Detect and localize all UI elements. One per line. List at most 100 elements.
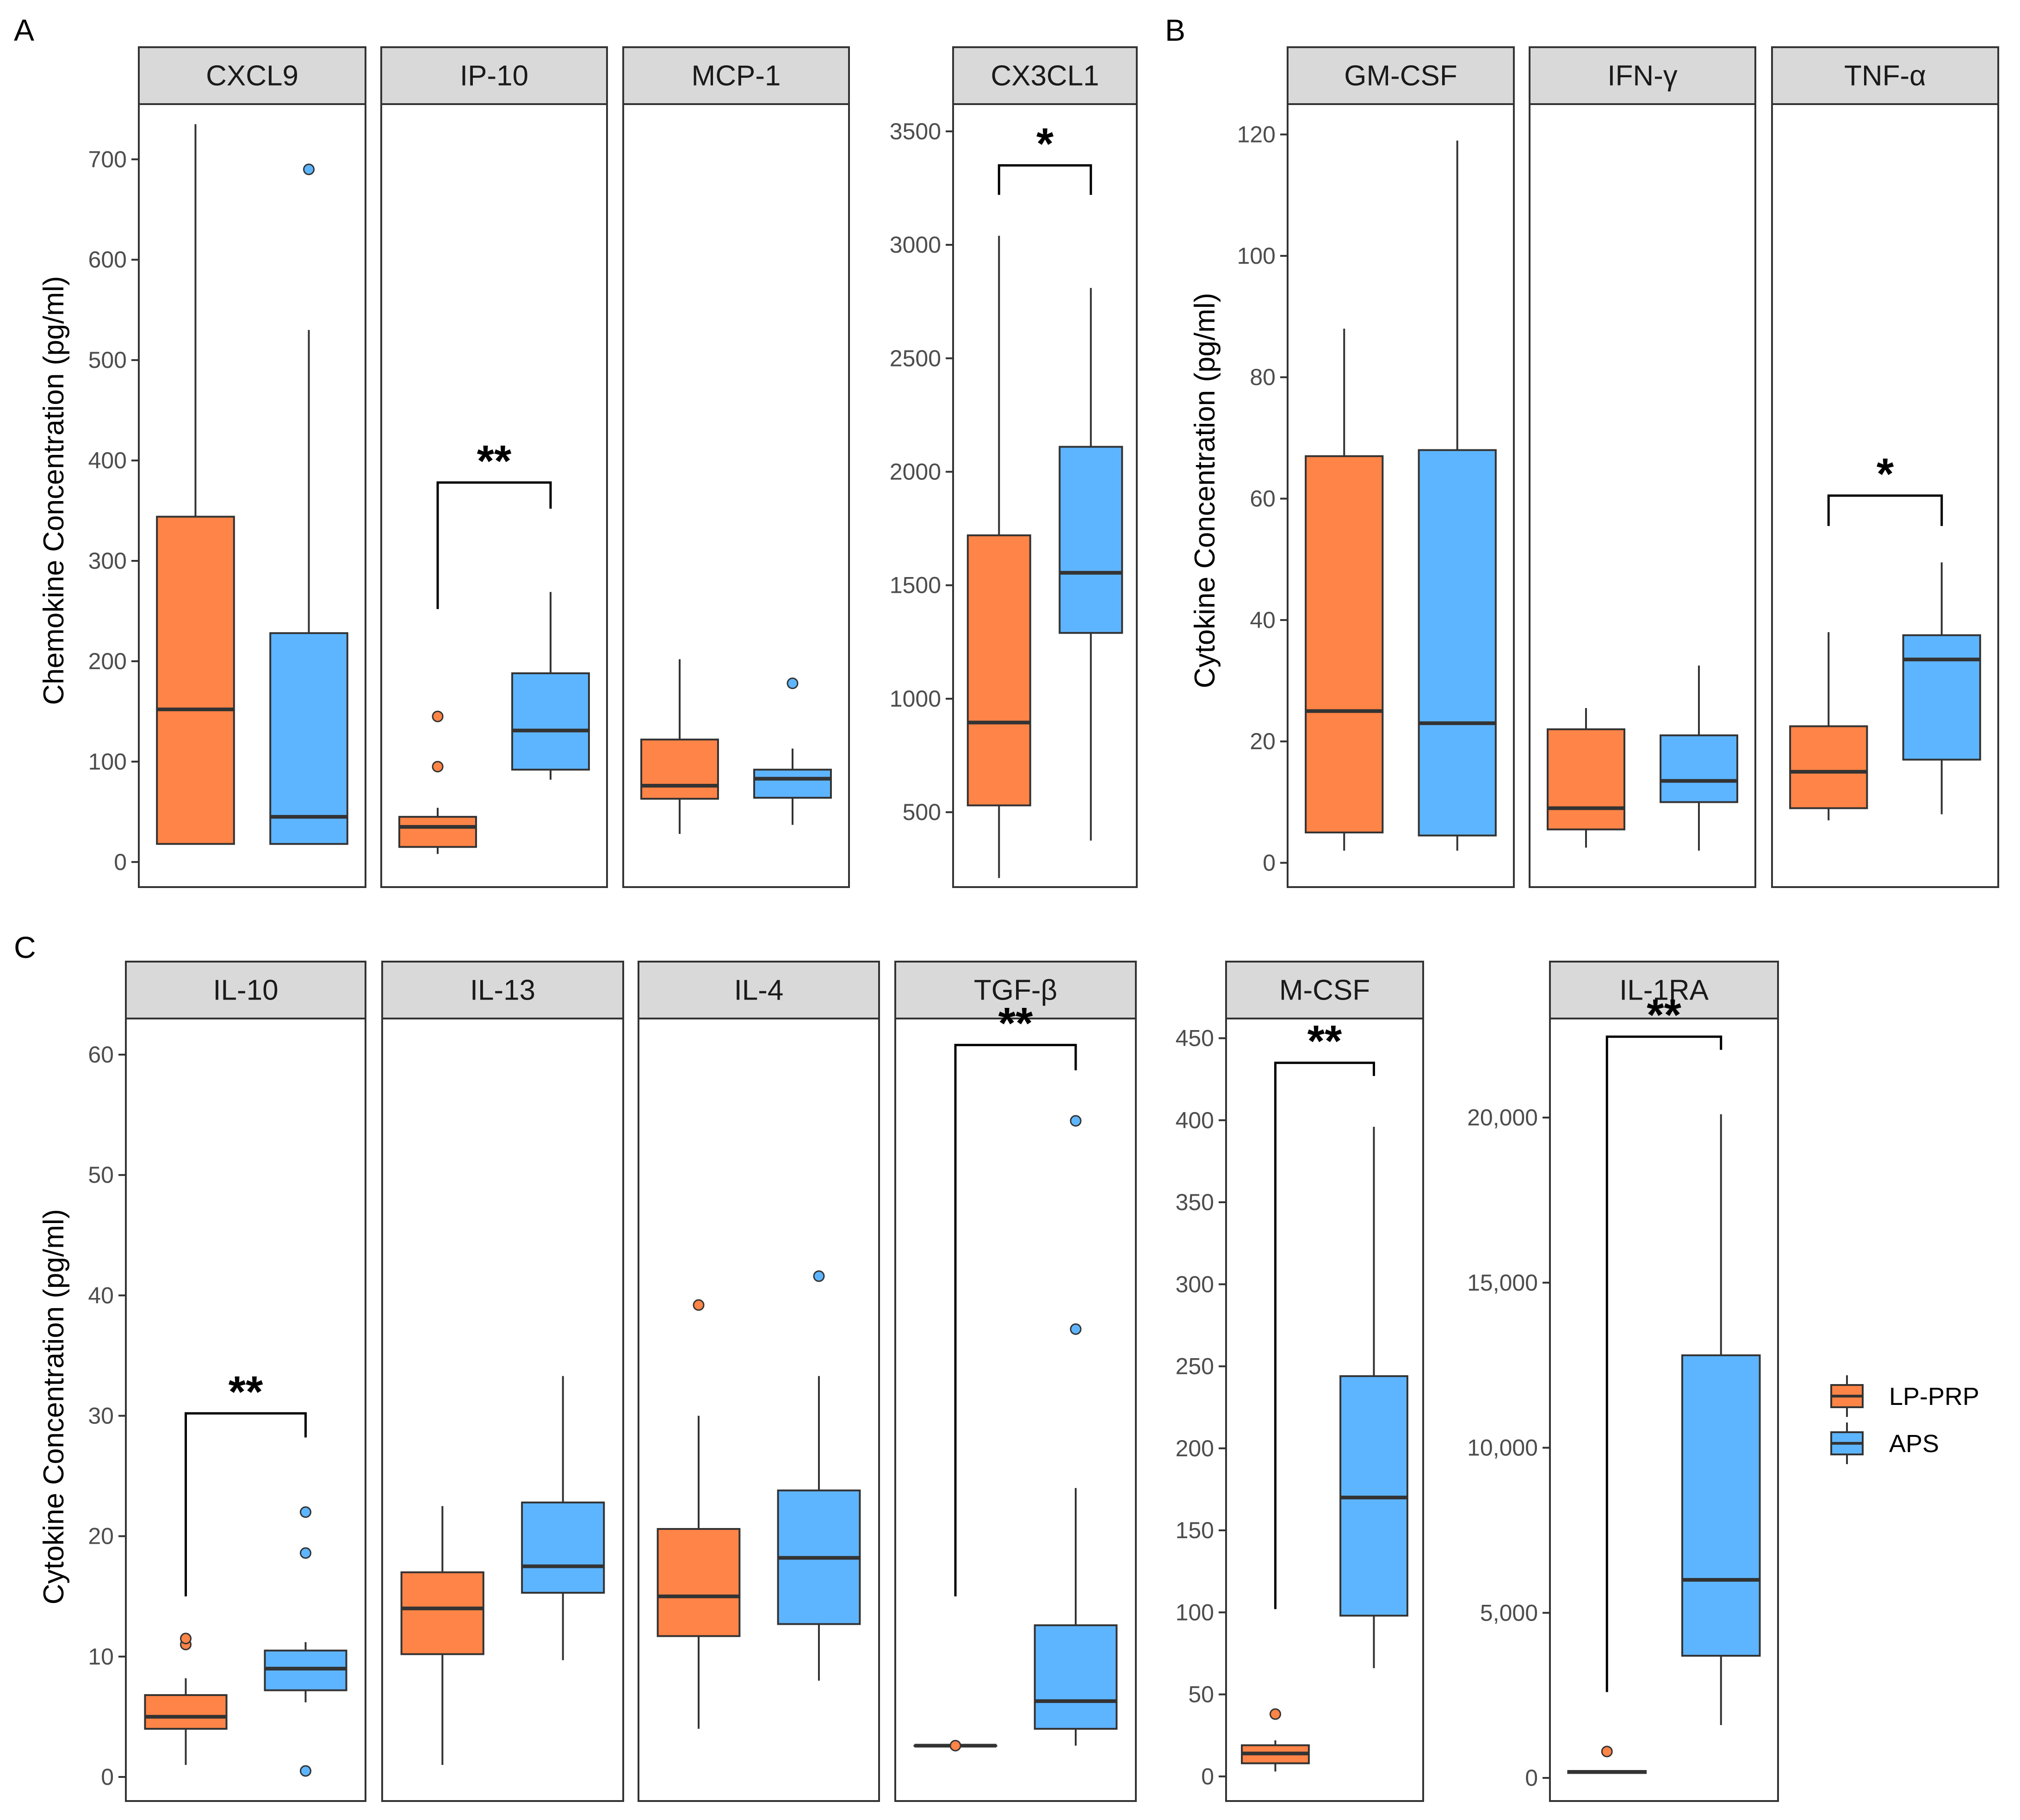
strip-tgf [894,961,1137,1019]
y-tick-label-cxcl9: 200 [88,648,127,674]
y-tick-label-m-csf: 350 [1176,1189,1214,1215]
significance-label-cx3cl1: * [1036,119,1054,168]
box-lp-prp [967,534,1031,807]
significance-bracket-cx3cl1 [998,164,1092,195]
box-lp-prp [398,816,477,848]
facet-il-10: IL-10 0 10 20 30 40 50 60 ** [88,961,366,1802]
outlier-point-lp-prp [432,761,444,773]
outlier-point-lp-prp [949,1739,961,1752]
panel-frame-mcp-1 [622,103,850,888]
strip-label-il-10: IL-10 [213,975,278,1006]
strip-cx3cl1 [952,46,1138,105]
y-tick-label-il-1ra: 10,000 [1467,1435,1538,1461]
strip-label-cx3cl1: CX3CL1 [991,60,1099,92]
y-tick-label-cxcl9: 700 [88,146,127,172]
y-tick-label-cxcl9: 400 [88,447,127,473]
y-tick-label-m-csf: 100 [1176,1599,1214,1625]
outlier-point-aps [300,1506,311,1518]
facet-mcp-1: MCP-1 [622,46,850,888]
box-aps [1660,734,1738,803]
y-tick-label-m-csf: 0 [1201,1764,1214,1789]
significance-label-il-1ra: ** [1647,990,1681,1040]
box-lp-prp [1305,455,1384,833]
y-tick-label-il-10: 0 [101,1764,114,1790]
panel-frame-ip-10 [380,103,608,888]
panel-frame-il-4 [638,1018,880,1802]
y-tick-label-m-csf: 200 [1176,1435,1214,1461]
strip-tnf [1771,46,1999,105]
box-lp-prp [144,1694,228,1730]
facet-gm-csf: GM-CSF 0 20 40 60 80 100 120 [1237,46,1515,888]
outlier-point-aps [1070,1323,1082,1335]
box-aps [1902,634,1981,761]
y-tick-label-cx3cl1: 1500 [890,572,941,598]
box-aps [511,672,590,771]
significance-bracket-il-1ra [1605,1035,1723,1692]
strip-label-cxcl9: CXCL9 [206,60,298,92]
strip-label-ip-10: IP-10 [460,60,528,92]
outlier-point-lp-prp [432,710,444,722]
facet-ifn: IFN-γ [1529,46,1756,888]
y-tick-label-il-10: 40 [88,1282,114,1308]
facet-il-4: IL-4 [638,961,880,1802]
box-lp-prp [1789,725,1868,809]
y-tick-label-gm-csf: 60 [1250,486,1276,512]
strip-m-csf [1225,961,1424,1019]
y-tick-label-cx3cl1: 3500 [890,118,941,144]
y-tick-label-il-1ra: 0 [1525,1765,1538,1791]
facet-cxcl9: CXCL9 0 100 200 300 400 500 600 700 [88,46,366,888]
outlier-point-aps [300,1765,311,1777]
panel-letter-a: A [14,13,34,47]
box-aps [1034,1624,1118,1730]
y-axis-title-chemokine: Chemokine Concentration (pg/ml) [38,276,70,705]
legend-label-lp-prp: LP-PRP [1889,1383,1979,1410]
facet-tnf: TNF-α * [1771,46,1999,888]
y-tick-label-il-10: 30 [88,1403,114,1429]
strip-gm-csf [1287,46,1515,105]
box-lp-prp [640,739,719,800]
box-aps [753,769,832,799]
y-tick-label-m-csf: 450 [1176,1025,1214,1051]
panel-frame-il-13 [381,1018,624,1802]
y-tick-label-gm-csf: 120 [1237,122,1276,148]
box-aps [269,632,348,845]
strip-il-4 [638,961,880,1019]
y-tick-label-cx3cl1: 1000 [890,686,941,712]
outlier-point-lp-prp [180,1633,192,1645]
y-tick-label-cx3cl1: 2000 [890,459,941,485]
y-tick-label-gm-csf: 100 [1237,243,1276,269]
strip-label-il-1ra: IL-1RA [1619,975,1709,1006]
strip-ifn [1529,46,1756,105]
facet-il-13: IL-13 [381,961,624,1802]
significance-label-m-csf: ** [1307,1017,1342,1066]
y-tick-label-cxcl9: 100 [88,749,127,775]
y-tick-label-gm-csf: 80 [1250,364,1276,390]
y-tick-label-m-csf: 300 [1176,1271,1214,1297]
y-tick-label-cx3cl1: 3000 [890,232,941,258]
strip-label-il-13: IL-13 [470,975,535,1006]
significance-bracket-ip-10 [436,481,552,609]
y-tick-label-m-csf: 250 [1176,1354,1214,1379]
panel-letter-c: C [14,930,36,964]
significance-label-tnf: * [1877,449,1894,499]
y-tick-label-cxcl9: 300 [88,548,127,574]
legend: LP-PRP APS [1830,1375,1979,1464]
facet-tgf: TGF-β** [894,961,1137,1802]
outlier-point-lp-prp [1270,1708,1281,1720]
y-tick-label-gm-csf: 20 [1250,728,1276,754]
y-tick-label-cx3cl1: 2500 [890,345,941,371]
significance-bracket-il-10 [185,1412,307,1596]
significance-label-ip-10: ** [477,436,512,486]
significance-label-tgf: ** [998,999,1033,1048]
outlier-point-aps [1070,1115,1082,1127]
strip-mcp-1 [622,46,850,105]
y-tick-label-il-1ra: 5,000 [1480,1600,1538,1626]
outlier-point-aps [300,1547,311,1559]
y-tick-label-cxcl9: 0 [114,849,127,875]
significance-bracket-m-csf [1274,1062,1375,1609]
y-tick-label-il-10: 20 [88,1523,114,1549]
outlier-point-lp-prp [693,1299,705,1311]
strip-il-1ra [1549,961,1779,1019]
